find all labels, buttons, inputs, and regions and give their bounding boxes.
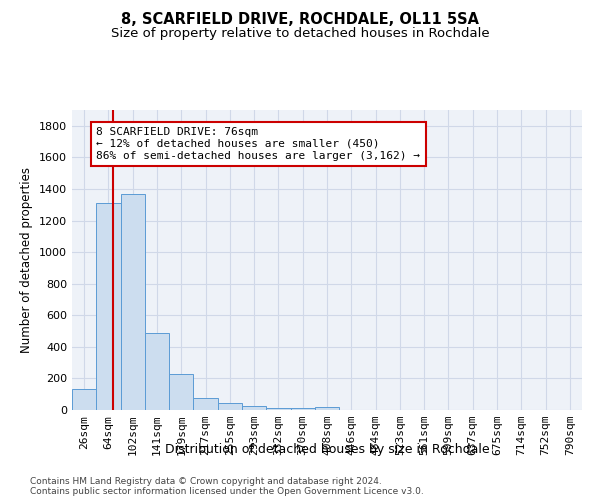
Text: Size of property relative to detached houses in Rochdale: Size of property relative to detached ho… xyxy=(110,28,490,40)
Bar xyxy=(242,406,266,410)
Text: Contains public sector information licensed under the Open Government Licence v3: Contains public sector information licen… xyxy=(30,488,424,496)
Y-axis label: Number of detached properties: Number of detached properties xyxy=(20,167,34,353)
Text: Distribution of detached houses by size in Rochdale: Distribution of detached houses by size … xyxy=(164,442,490,456)
Text: 8 SCARFIELD DRIVE: 76sqm
← 12% of detached houses are smaller (450)
86% of semi-: 8 SCARFIELD DRIVE: 76sqm ← 12% of detach… xyxy=(96,128,420,160)
Text: Contains HM Land Registry data © Crown copyright and database right 2024.: Contains HM Land Registry data © Crown c… xyxy=(30,478,382,486)
Bar xyxy=(315,407,339,410)
Text: 8, SCARFIELD DRIVE, ROCHDALE, OL11 5SA: 8, SCARFIELD DRIVE, ROCHDALE, OL11 5SA xyxy=(121,12,479,28)
Bar xyxy=(121,194,145,410)
Bar xyxy=(169,374,193,410)
Bar xyxy=(218,403,242,410)
Bar xyxy=(145,332,169,410)
Bar xyxy=(266,408,290,410)
Bar xyxy=(96,203,121,410)
Bar xyxy=(193,398,218,410)
Bar xyxy=(72,388,96,410)
Bar xyxy=(290,408,315,410)
